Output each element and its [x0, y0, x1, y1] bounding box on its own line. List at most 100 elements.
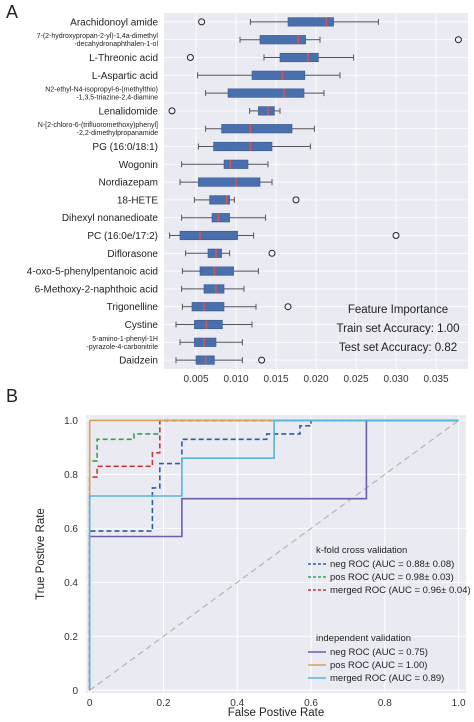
- box-2: [186, 52, 355, 63]
- legend-entry: pos ROC (AUC = 0.98± 0.03): [330, 572, 454, 583]
- box-6: [205, 124, 315, 134]
- panel-a-boxplot: 0.005 0.010 0.015 0.020 0.025 0.030 0.035 Arach…: [27, 13, 468, 385]
- category-label: Lenalidomide: [99, 106, 159, 117]
- category-label: L-Threonic acid: [89, 53, 158, 64]
- panel-b-letter: B: [6, 386, 18, 406]
- box-iqr: [251, 70, 306, 80]
- category-label: 5-amino-1-phenyl-1H: [92, 336, 158, 343]
- box-7: [197, 141, 311, 152]
- box-9: [179, 177, 273, 187]
- x-tick-label: 0.010: [223, 374, 248, 385]
- annotation-line: Train set Accuracy: 1.00: [337, 323, 460, 335]
- roc-series-2: [88, 419, 459, 691]
- category-label: Nordiazepam: [99, 178, 158, 189]
- box-17: [175, 319, 253, 330]
- category-label: Arachidonoyl amide: [70, 17, 158, 28]
- category-label: 18-HETE: [117, 195, 158, 206]
- x-tick-label: 0.8: [378, 698, 392, 709]
- outlier-point: [186, 54, 194, 61]
- box-iqr: [209, 195, 230, 205]
- box-iqr: [211, 213, 230, 223]
- outlier-point: [454, 36, 462, 44]
- category-label: Cystine: [125, 320, 159, 331]
- box-iqr: [221, 124, 293, 134]
- box-iqr: [259, 35, 306, 45]
- chance-diagonal: [89, 419, 459, 691]
- box-18: [179, 337, 243, 347]
- x-tick-label: 0.005: [183, 374, 208, 385]
- category-label: -pyrazole-4-carbonitrile: [86, 344, 158, 351]
- outlier-point: [268, 249, 276, 257]
- box-iqr: [207, 248, 222, 258]
- category-label: Diflorasone: [107, 249, 158, 260]
- box-iqr: [198, 177, 261, 187]
- box-iqr: [227, 88, 305, 98]
- x-tick-label: 0.6: [304, 698, 318, 709]
- category-label: N2-ethyl-N4-isopropyl-6-(methylthio): [45, 87, 158, 94]
- x-tick-label: 0.015: [263, 374, 288, 385]
- box-iqr: [194, 337, 217, 347]
- outlier-point: [392, 232, 400, 239]
- box-5: [168, 106, 281, 116]
- box-iqr: [223, 159, 249, 169]
- x-tick-label: 0.035: [423, 374, 448, 385]
- category-label: L-Aspartic acid: [92, 71, 158, 82]
- box-iqr: [213, 141, 273, 152]
- category-label: Dihexyl nonanedioate: [62, 213, 159, 224]
- outlier-point: [292, 196, 300, 204]
- box-11: [181, 213, 267, 223]
- box-15: [181, 284, 245, 294]
- box-iqr: [279, 52, 319, 63]
- box-12: [169, 230, 400, 241]
- legend-entry: merged ROC (AUC = 0.96± 0.04): [330, 585, 471, 596]
- box-iqr: [191, 302, 225, 312]
- x-tick-label: 0.020: [303, 374, 328, 385]
- category-label: -decahydronaphthalen-1-ol: [74, 41, 158, 48]
- annotation-line: Test set Accuracy: 0.82: [339, 342, 457, 354]
- category-label: 4-oxo-5-phenylpentanoic acid: [27, 267, 158, 278]
- x-tick-label: 0.030: [383, 374, 408, 385]
- y-tick-label: 0.2: [64, 632, 78, 643]
- legend-entry: merged ROC (AUC = 0.89): [330, 673, 444, 684]
- outlier-point: [258, 356, 266, 364]
- category-label: 7-(2-hydroxypropan-2-yl)-1,4a-dimethyl: [37, 33, 159, 40]
- box-13: [185, 248, 276, 258]
- box-iqr: [258, 106, 275, 116]
- legend-title: independent validation: [316, 633, 411, 644]
- outlier-point: [198, 18, 206, 26]
- annotation-line: Feature Importance: [348, 304, 448, 316]
- legend-entry: neg ROC (AUC = 0.75): [330, 647, 428, 658]
- box-iqr: [199, 266, 234, 276]
- category-label: PG (16:0/18:1): [92, 142, 158, 153]
- category-label: 6-Methoxy-2-naphthoic acid: [35, 284, 158, 295]
- x-tick-label: 0.025: [343, 374, 368, 385]
- y-tick-label: 0: [72, 686, 78, 697]
- legend-entry: neg ROC (AUC = 0.88± 0.08): [330, 559, 454, 570]
- category-label: Daidzein: [119, 356, 158, 367]
- category-label: -2,2-dimethylpropanamide: [77, 130, 158, 137]
- box-iqr: [287, 17, 334, 27]
- category-label: N-[2-chloro-6-(trifluoromethoxy)phenyl]: [38, 122, 158, 129]
- box-19: [175, 355, 266, 365]
- x-tick-label: 0.2: [157, 698, 171, 709]
- box-16: [181, 302, 292, 312]
- outlier-point: [284, 303, 292, 311]
- box-iqr: [179, 230, 238, 241]
- panel-b-roc-chart: 0 0.2 0.4 0.6 0.8 1.0 0 0.2 0.4 0.6 0.8 1.0 False Po…: [35, 415, 471, 719]
- box-iqr: [194, 319, 223, 330]
- y-tick-label: 1.0: [64, 416, 78, 427]
- panel-a-letter: A: [6, 2, 18, 22]
- box-3: [197, 70, 341, 80]
- x-tick-label: 1.0: [452, 698, 466, 709]
- box-1: [239, 35, 462, 45]
- box-10: [193, 195, 300, 205]
- roc-series-0: [88, 420, 312, 691]
- box-iqr: [203, 284, 225, 294]
- category-label: Wogonin: [119, 160, 158, 171]
- category-label: PC (16:0e/17:2): [87, 231, 158, 242]
- outlier-point: [168, 107, 176, 115]
- roc-series-5: [88, 419, 459, 691]
- y-axis-label: True Postive Rate: [35, 508, 47, 600]
- y-tick-label: 0.6: [64, 524, 78, 535]
